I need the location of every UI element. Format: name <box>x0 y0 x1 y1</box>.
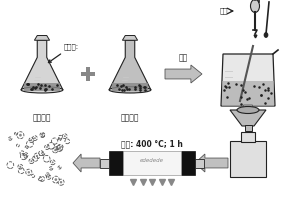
Circle shape <box>54 149 56 151</box>
Bar <box>244 125 251 131</box>
Bar <box>230 141 266 177</box>
Polygon shape <box>122 36 138 40</box>
Polygon shape <box>73 154 100 172</box>
Circle shape <box>10 138 11 139</box>
Ellipse shape <box>264 32 268 38</box>
Circle shape <box>55 178 57 181</box>
Polygon shape <box>85 67 91 81</box>
Polygon shape <box>109 40 151 90</box>
Circle shape <box>25 154 27 156</box>
Text: 混合: 混合 <box>178 53 188 62</box>
Bar <box>123 151 181 175</box>
Circle shape <box>59 139 60 140</box>
Circle shape <box>56 148 58 149</box>
Circle shape <box>41 134 44 136</box>
Polygon shape <box>112 83 148 91</box>
Circle shape <box>46 146 48 148</box>
Polygon shape <box>81 72 95 76</box>
Bar <box>100 158 109 168</box>
Circle shape <box>47 174 48 176</box>
Text: 铁氧化菌: 铁氧化菌 <box>33 113 51 122</box>
Bar <box>109 151 123 175</box>
Circle shape <box>34 137 36 139</box>
Text: 锰氧化菌: 锰氧化菌 <box>121 113 139 122</box>
Circle shape <box>28 171 30 173</box>
Circle shape <box>43 153 44 154</box>
Polygon shape <box>221 54 275 106</box>
Bar <box>195 158 204 168</box>
Polygon shape <box>165 65 202 83</box>
Text: 氨水: 氨水 <box>220 7 228 14</box>
Bar <box>181 151 195 175</box>
Ellipse shape <box>21 87 63 93</box>
Text: 温度: 400 °C; 1 h: 温度: 400 °C; 1 h <box>121 139 183 148</box>
Text: ededede: ededede <box>140 158 164 164</box>
Circle shape <box>59 167 60 168</box>
Circle shape <box>30 139 32 141</box>
Text: 高岭土:: 高岭土: <box>48 43 79 63</box>
Circle shape <box>59 146 61 149</box>
Circle shape <box>52 161 54 163</box>
Circle shape <box>50 168 52 169</box>
Ellipse shape <box>109 87 151 93</box>
Polygon shape <box>222 81 274 106</box>
Circle shape <box>64 135 66 137</box>
Bar <box>241 132 255 142</box>
Polygon shape <box>240 105 256 127</box>
Circle shape <box>19 166 21 168</box>
Polygon shape <box>24 83 60 91</box>
Circle shape <box>19 134 22 137</box>
Circle shape <box>60 181 62 183</box>
Circle shape <box>26 147 27 148</box>
Polygon shape <box>230 110 266 126</box>
Ellipse shape <box>250 0 260 12</box>
Circle shape <box>36 155 38 157</box>
Circle shape <box>31 160 32 162</box>
Circle shape <box>58 147 61 150</box>
Circle shape <box>15 133 16 134</box>
Ellipse shape <box>237 106 259 114</box>
Polygon shape <box>34 36 50 40</box>
Polygon shape <box>195 154 228 172</box>
Polygon shape <box>21 40 63 90</box>
Circle shape <box>48 176 50 178</box>
